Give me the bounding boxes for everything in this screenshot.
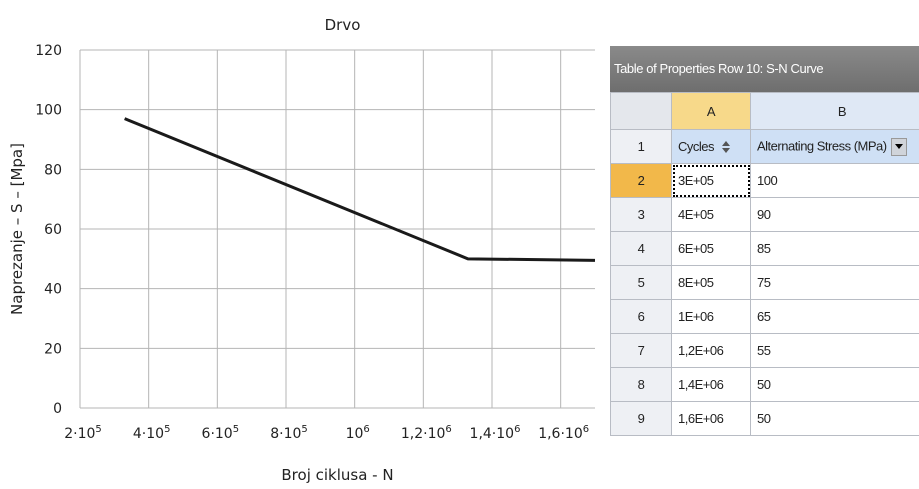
x-tick-label: 2·105 [64, 424, 102, 442]
table-row: 9 1,6E+06 50 [610, 401, 919, 436]
cycles-cell[interactable]: 1E+06 [671, 299, 751, 334]
x-tick-label: 4·105 [133, 424, 171, 442]
stress-cell[interactable]: 90 [750, 197, 919, 232]
x-tick-label: 6·105 [202, 424, 240, 442]
x-axis-label: Broj ciklusa - N [281, 466, 393, 484]
y-tick-label: 100 [35, 103, 62, 119]
y-axis-label: Naprezanje – S – [Mpa] [8, 143, 26, 315]
row-number[interactable]: 2 [610, 163, 672, 198]
properties-table: A B 1 Cycles Alternating Stress (MPa) 2 … [610, 92, 919, 436]
table-row: 8 1,4E+06 50 [610, 367, 919, 402]
column-header-b[interactable]: B [750, 92, 919, 130]
row-number[interactable]: 8 [610, 367, 672, 402]
sn-chart: 0 20 40 60 80 100 120 2·105 4·105 6·105 8·105 106 1,… [8, 16, 596, 484]
corner-cell[interactable] [610, 92, 672, 130]
table-row: 2 3E+05 100 [610, 163, 919, 198]
cycles-header-cell[interactable]: Cycles [671, 129, 751, 164]
cycles-cell[interactable]: 3E+05 [671, 163, 751, 198]
y-tick-label: 0 [53, 401, 62, 417]
table-row: 5 8E+05 75 [610, 265, 919, 300]
table-row: 4 6E+05 85 [610, 231, 919, 266]
stress-cell[interactable]: 85 [750, 231, 919, 266]
stress-cell[interactable]: 50 [750, 401, 919, 436]
chart-title: Drvo [325, 16, 361, 34]
stress-header-label: Alternating Stress (MPa) [757, 137, 887, 153]
x-tick-label: 106 [346, 424, 370, 442]
stress-header-cell[interactable]: Alternating Stress (MPa) [750, 129, 919, 164]
row-number[interactable]: 1 [610, 129, 672, 164]
panel-title: Table of Properties Row 10: S-N Curve [610, 46, 919, 92]
y-tick-label: 60 [44, 222, 62, 238]
column-letter-row: A B [610, 92, 919, 130]
x-tick-label: 1,6·106 [538, 424, 589, 442]
row-number[interactable]: 4 [610, 231, 672, 266]
series-line [124, 117, 596, 262]
x-tick-label: 8·105 [270, 424, 308, 442]
cycles-cell[interactable]: 1,2E+06 [671, 333, 751, 368]
y-tick-label: 80 [44, 162, 62, 178]
y-tick-label: 20 [44, 341, 62, 357]
stress-cell[interactable]: 100 [750, 163, 919, 198]
column-header-a[interactable]: A [671, 92, 751, 130]
cycles-header-label: Cycles [678, 138, 715, 154]
chart-svg: 0 20 40 60 80 100 120 2·105 4·105 6·105 8·105 106 1,… [8, 16, 596, 484]
stress-cell[interactable]: 75 [750, 265, 919, 300]
cycles-cell[interactable]: 4E+05 [671, 197, 751, 232]
stress-cell[interactable]: 65 [750, 299, 919, 334]
dropdown-arrow-icon[interactable] [890, 137, 907, 156]
row-number[interactable]: 3 [610, 197, 672, 232]
cycles-cell[interactable]: 6E+05 [671, 231, 751, 266]
y-tick-label: 40 [44, 282, 62, 298]
y-tick-label: 120 [35, 43, 62, 59]
stress-cell[interactable]: 55 [750, 333, 919, 368]
column-name-row: 1 Cycles Alternating Stress (MPa) [610, 129, 919, 164]
cycles-cell[interactable]: 8E+05 [671, 265, 751, 300]
cycles-cell[interactable]: 1,4E+06 [671, 367, 751, 402]
x-tick-label: 1,4·106 [470, 424, 521, 442]
row-number[interactable]: 6 [610, 299, 672, 334]
x-tick-label: 1,2·106 [401, 424, 452, 442]
stress-cell[interactable]: 50 [750, 367, 919, 402]
properties-table-panel: Table of Properties Row 10: S-N Curve A … [610, 46, 919, 489]
table-row: 7 1,2E+06 55 [610, 333, 919, 368]
cycles-cell[interactable]: 1,6E+06 [671, 401, 751, 436]
row-number[interactable]: 5 [610, 265, 672, 300]
table-row: 6 1E+06 65 [610, 299, 919, 334]
table-row: 3 4E+05 90 [610, 197, 919, 232]
row-number[interactable]: 9 [610, 401, 672, 436]
sort-icon[interactable] [720, 140, 732, 154]
row-number[interactable]: 7 [610, 333, 672, 368]
